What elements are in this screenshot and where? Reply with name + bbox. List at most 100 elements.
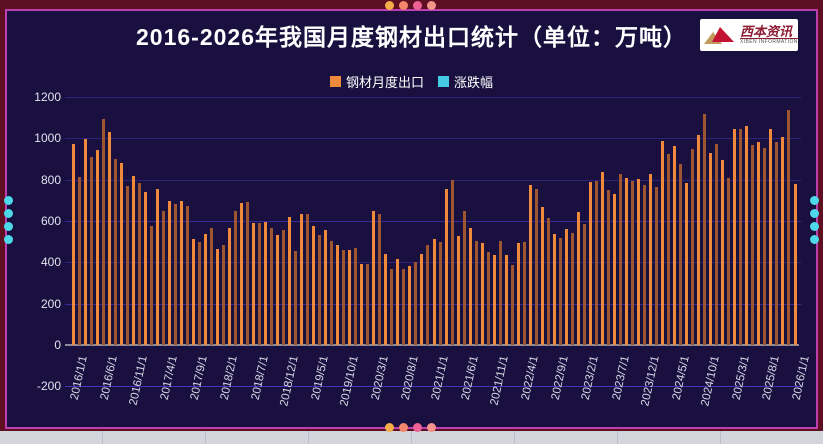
legend-item-change[interactable]: 涨跌幅 — [438, 72, 493, 91]
side-accent-dot-icon — [810, 235, 819, 244]
bar — [522, 242, 526, 345]
x-axis-label: 2025/8/1 — [760, 354, 782, 402]
side-accent-dot-icon — [810, 196, 819, 205]
bar — [288, 217, 292, 345]
bar — [474, 240, 478, 345]
side-accent-dot-icon — [810, 222, 819, 231]
bar — [588, 181, 592, 345]
x-axis-label: 2018/12/1 — [277, 354, 301, 408]
chart-panel: 2016-2026年我国月度钢材出口统计（单位：万吨） 西本资讯 XIBEN I… — [5, 9, 818, 429]
brand-name: 西本资讯 — [740, 25, 798, 39]
bar — [119, 163, 123, 345]
bar — [354, 248, 358, 345]
bar — [270, 228, 274, 345]
bar — [649, 174, 653, 345]
bar — [342, 249, 346, 345]
bar — [360, 264, 364, 345]
bar — [739, 128, 743, 345]
bar — [727, 178, 731, 345]
bar — [137, 182, 141, 345]
bar — [763, 148, 767, 345]
legend-swatch-cyan-icon — [438, 75, 449, 87]
bar — [408, 266, 412, 345]
spreadsheet-edge — [0, 431, 823, 444]
plot-area: 1200 1000 800 600 400 200 0 -200 2016/1/1 2016/6/… — [7, 11, 823, 444]
bar — [486, 252, 490, 345]
x-axis-label: 2021/11/1 — [488, 354, 511, 407]
bar — [432, 238, 436, 345]
bar — [252, 223, 255, 345]
bar — [276, 235, 280, 345]
chart-window: 2016-2026年我国月度钢材出口统计（单位：万吨） 西本资讯 XIBEN I… — [0, 0, 823, 433]
legend: 钢材月度出口 涨跌幅 — [7, 71, 816, 91]
x-axis-label: 2022/9/1 — [550, 354, 572, 402]
bar — [294, 250, 298, 345]
bar — [769, 128, 773, 345]
brand-subtext: XIBEN INFORMATION — [740, 39, 798, 45]
bar — [613, 193, 616, 345]
bar — [348, 250, 352, 345]
bar — [709, 153, 713, 345]
x-axis-label: 2016/11/1 — [127, 354, 150, 407]
brand-logo: 西本资讯 XIBEN INFORMATION — [700, 19, 798, 51]
x-axis-label: 2022/4/1 — [519, 354, 542, 402]
bar — [534, 188, 538, 345]
bar — [215, 248, 219, 345]
bar — [691, 148, 695, 345]
bar — [655, 186, 659, 345]
gridline — [65, 344, 799, 346]
bar — [498, 241, 502, 345]
legend-item-exports[interactable]: 钢材月度出口 — [329, 72, 424, 91]
bar — [504, 255, 508, 345]
bar — [300, 214, 304, 345]
x-axis-label: 2021/6/1 — [459, 354, 481, 402]
bar — [155, 188, 159, 345]
bar — [420, 254, 424, 345]
bar — [781, 136, 785, 345]
top-accent-dot-icon — [413, 1, 422, 10]
bar — [113, 158, 117, 345]
bar — [378, 214, 382, 345]
bar — [685, 183, 689, 345]
bar — [606, 189, 610, 345]
bar — [161, 210, 165, 345]
bar — [673, 145, 677, 345]
side-accent-dot-icon — [4, 209, 13, 218]
bar — [221, 244, 225, 345]
bar — [733, 128, 737, 345]
bar — [462, 211, 466, 345]
bar — [143, 191, 147, 345]
bar — [643, 185, 647, 345]
bar — [282, 230, 286, 345]
y-axis-label: 200 — [40, 296, 61, 311]
bar — [570, 233, 574, 345]
bottom-accent-dot-icon — [413, 423, 422, 432]
bar — [679, 164, 683, 345]
x-axis-label: 2017/9/1 — [189, 354, 211, 402]
bar — [185, 205, 189, 345]
bar — [203, 234, 207, 345]
x-axis-label: 2025/3/1 — [730, 354, 752, 402]
bar — [510, 264, 514, 345]
bar — [480, 243, 484, 345]
bar — [245, 201, 249, 345]
bar — [366, 264, 370, 345]
bar — [324, 229, 328, 345]
bar — [631, 180, 635, 345]
bar — [528, 184, 532, 345]
bar — [131, 176, 135, 345]
mountain-logo-icon — [704, 23, 738, 47]
bar — [95, 150, 99, 345]
bar — [71, 143, 75, 345]
y-axis-label: 1200 — [34, 90, 61, 104]
gridline — [65, 386, 801, 388]
bar — [516, 242, 520, 345]
side-accent-dot-icon — [4, 196, 13, 205]
bar — [492, 254, 496, 345]
bar — [637, 179, 641, 345]
bar — [209, 228, 213, 345]
gridline — [65, 97, 801, 98]
gridline — [65, 138, 801, 140]
bar — [667, 154, 671, 345]
bar — [306, 214, 310, 345]
